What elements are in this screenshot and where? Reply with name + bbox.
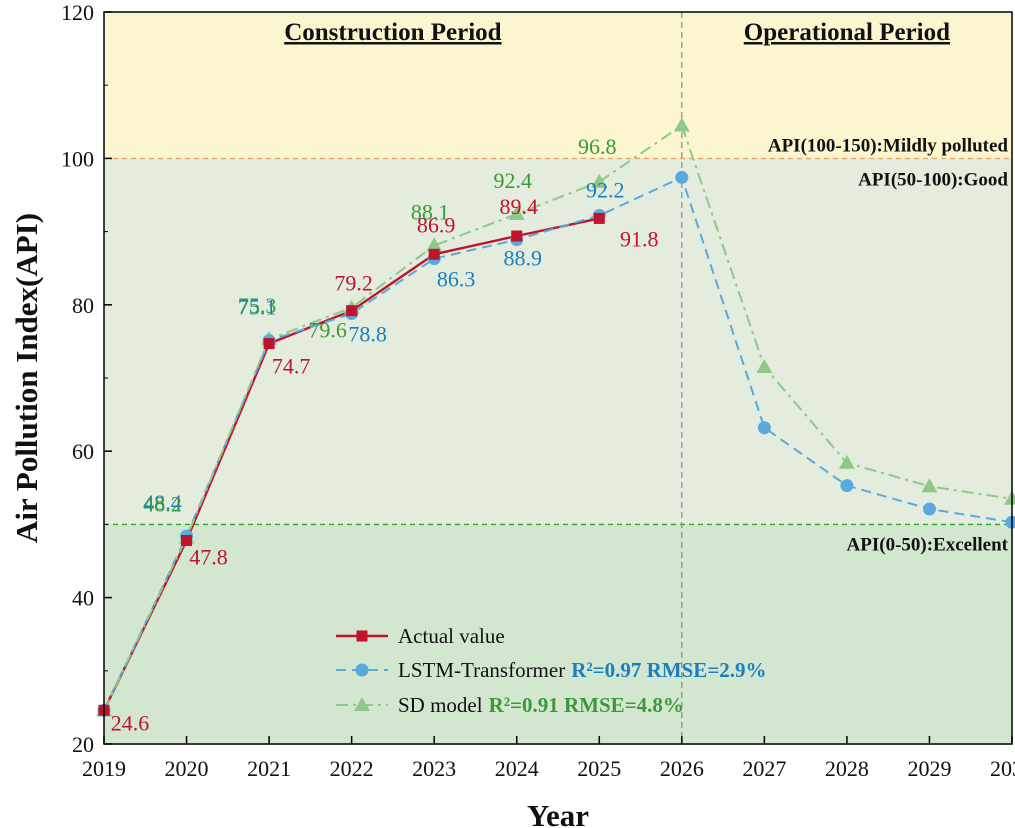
legend-entry-2: SD model R²=0.91 RMSE=4.8% xyxy=(398,693,684,717)
x-tick-label-5: 2024 xyxy=(495,756,539,781)
band-label-2: API(0-50):Excellent xyxy=(847,534,1009,555)
data-label-s1-4: 86.3 xyxy=(437,267,476,292)
x-tick-label-10: 2029 xyxy=(907,756,951,781)
y-tick-label-0: 20 xyxy=(72,732,94,757)
band-label-0: API(100-150):Mildly polluted xyxy=(768,135,1009,156)
data-label-s2-1: 48.2 xyxy=(143,492,182,517)
period-label-1: Operational Period xyxy=(744,19,950,46)
x-tick-label-3: 2022 xyxy=(330,756,374,781)
marker-s2-7 xyxy=(673,117,690,132)
data-label-s2-5: 92.4 xyxy=(493,168,532,193)
marker-s2-4 xyxy=(426,237,443,252)
marker-s1-9 xyxy=(840,479,854,493)
data-label-s1-6: 92.2 xyxy=(586,177,625,202)
background-bands xyxy=(104,12,1012,744)
legend-metric-1: R²=0.97 RMSE=2.9% xyxy=(571,658,766,682)
marker-s1-10 xyxy=(922,502,936,516)
legend-name-0: Actual value xyxy=(398,624,505,648)
marker-s2-10 xyxy=(921,478,938,493)
marker-s1-7 xyxy=(675,170,689,184)
data-label-s0-2: 74.7 xyxy=(272,354,311,379)
legend-name-1: LSTM-Transformer xyxy=(398,658,565,682)
y-tick-label-3: 80 xyxy=(72,293,94,318)
data-label-s2-4: 88.1 xyxy=(411,200,450,225)
band-label-1: API(50-100):Good xyxy=(858,169,1008,190)
series-markers xyxy=(96,117,1015,717)
data-label-s0-0: 24.6 xyxy=(111,710,150,735)
marker-s0-1 xyxy=(181,535,193,547)
y-axis-title: Air Pollution Index(API) xyxy=(9,213,44,543)
marker-s2-9 xyxy=(838,454,855,469)
marker-s2-5 xyxy=(508,206,525,221)
y-tick-label-1: 40 xyxy=(72,586,94,611)
data-label-s2-6: 96.8 xyxy=(578,134,617,159)
legend-marker-1 xyxy=(355,663,369,677)
x-axis-title: Year xyxy=(527,798,589,828)
period-label-0: Construction Period xyxy=(284,19,501,46)
data-label-s0-5: 89.4 xyxy=(499,194,538,219)
legend: Actual value LSTM-Transformer R²=0.97 RMSE… xyxy=(336,624,767,717)
x-tick-label-11: 2030 xyxy=(990,756,1015,781)
marker-s0-5 xyxy=(511,230,523,242)
x-tick-label-6: 2025 xyxy=(577,756,621,781)
marker-s2-8 xyxy=(756,359,773,374)
x-tick-label-4: 2023 xyxy=(412,756,456,781)
x-tick-label-8: 2027 xyxy=(742,756,786,781)
data-label-s0-4: 86.9 xyxy=(417,212,456,237)
data-label-s0-3: 79.2 xyxy=(334,271,373,296)
legend-name-2: SD model xyxy=(398,693,483,717)
marker-s0-3 xyxy=(346,305,358,317)
data-label-s0-1: 47.8 xyxy=(189,545,228,570)
data-label-s0-6: 91.8 xyxy=(620,226,659,251)
data-label-s2-3: 79.6 xyxy=(308,318,347,343)
marker-s2-6 xyxy=(591,173,608,188)
data-labels: 24.6 47.8 74.7 79.2 86.9 89.4 91.8 48.4 75.1 78.8… xyxy=(111,134,659,736)
y-tick-label-2: 60 xyxy=(72,439,94,464)
x-tick-label-2: 2021 xyxy=(247,756,291,781)
marker-s1-8 xyxy=(757,421,771,435)
chart-text: API(100-150):Mildly polluted API(50-100):… xyxy=(284,19,1008,555)
x-tick-label-9: 2028 xyxy=(825,756,869,781)
band-2 xyxy=(104,524,1012,744)
legend-marker-0 xyxy=(356,630,368,642)
series-line-2 xyxy=(104,123,1012,711)
data-label-s1-3: 78.8 xyxy=(348,322,387,347)
marker-s0-4 xyxy=(428,248,440,260)
legend-metric-2: R²=0.91 RMSE=4.8% xyxy=(489,693,684,717)
x-tick-label-1: 2020 xyxy=(165,756,209,781)
legend-marker-2 xyxy=(354,697,370,711)
data-label-s2-2: 75.3 xyxy=(238,293,277,318)
axes: 20 40 60 80 100 120 2019 2020 2021 2022 2023 2024 20… xyxy=(9,0,1015,828)
y-tick-label-5: 120 xyxy=(61,0,94,25)
legend-entry-1: LSTM-Transformer R²=0.97 RMSE=2.9% xyxy=(398,658,767,682)
x-tick-label-7: 2026 xyxy=(660,756,704,781)
legend-entry-0: Actual value xyxy=(398,624,505,648)
marker-s0-2 xyxy=(263,338,275,350)
x-tick-label-0: 2019 xyxy=(82,756,126,781)
data-label-s1-2: 75.1 xyxy=(238,295,277,320)
y-tick-label-4: 100 xyxy=(61,146,94,171)
data-label-s1-5: 88.9 xyxy=(503,246,542,271)
band-1 xyxy=(104,158,1012,525)
marker-s0-6 xyxy=(593,212,605,224)
band-0 xyxy=(104,12,1012,159)
data-label-s1-1: 48.4 xyxy=(143,490,182,515)
